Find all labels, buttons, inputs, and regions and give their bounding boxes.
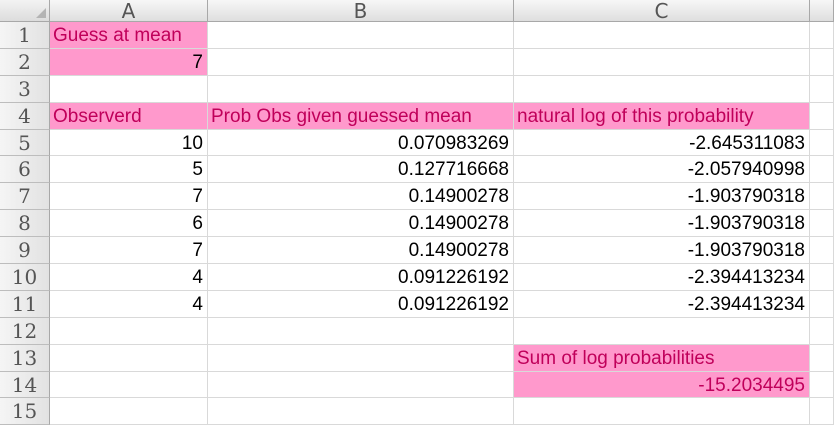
cell-a14[interactable] [50, 371, 208, 399]
cell-a4[interactable]: Observerd [50, 102, 208, 130]
cell-d15[interactable] [810, 398, 834, 426]
cell-d8[interactable] [810, 210, 834, 238]
cell-d9[interactable] [810, 237, 834, 265]
cell-a5[interactable]: 10 [50, 129, 208, 157]
cell-b3[interactable] [208, 75, 514, 103]
column-header-b[interactable]: B [208, 0, 514, 22]
cell-a12[interactable] [50, 317, 208, 345]
cell-a6[interactable]: 5 [50, 156, 208, 184]
cell-c1[interactable] [514, 22, 810, 49]
cell-c2[interactable] [514, 48, 810, 76]
cell-a13[interactable] [50, 344, 208, 372]
cell-d12[interactable] [810, 317, 834, 345]
cell-b11[interactable]: 0.091226192 [208, 290, 514, 318]
cell-d1[interactable] [810, 22, 834, 49]
column-header-c[interactable]: C [514, 0, 810, 22]
cell-b14[interactable] [208, 371, 514, 399]
row-header-5[interactable]: 5 [0, 129, 50, 157]
cell-b2[interactable] [208, 48, 514, 76]
cell-c7[interactable]: -1.903790318 [514, 183, 810, 211]
cell-a9[interactable]: 7 [50, 237, 208, 265]
cell-d5[interactable] [810, 129, 834, 157]
cell-d2[interactable] [810, 48, 834, 76]
cell-a15[interactable] [50, 398, 208, 426]
row-header-10[interactable]: 10 [0, 264, 50, 291]
column-header-d[interactable] [810, 0, 834, 22]
cell-b6[interactable]: 0.127716668 [208, 156, 514, 184]
cell-c13[interactable]: Sum of log probabilities [514, 344, 810, 372]
row-header-9[interactable]: 9 [0, 237, 50, 265]
row-header-15[interactable]: 15 [0, 398, 50, 426]
cell-c15[interactable] [514, 398, 810, 426]
cell-a2[interactable]: 7 [50, 48, 208, 76]
row-header-3[interactable]: 3 [0, 75, 50, 103]
column-header-a[interactable]: A [50, 0, 208, 22]
cell-b12[interactable] [208, 317, 514, 345]
row-header-1[interactable]: 1 [0, 22, 50, 49]
cell-c10[interactable]: -2.394413234 [514, 264, 810, 291]
cell-b10[interactable]: 0.091226192 [208, 264, 514, 291]
cell-d14[interactable] [810, 371, 834, 399]
row-header-11[interactable]: 11 [0, 290, 50, 318]
cell-d11[interactable] [810, 290, 834, 318]
cell-c11[interactable]: -2.394413234 [514, 290, 810, 318]
cell-c12[interactable] [514, 317, 810, 345]
row-header-4[interactable]: 4 [0, 102, 50, 130]
cell-a8[interactable]: 6 [50, 210, 208, 238]
cell-d10[interactable] [810, 264, 834, 291]
row-header-7[interactable]: 7 [0, 183, 50, 211]
row-header-2[interactable]: 2 [0, 48, 50, 76]
cell-d4[interactable] [810, 102, 834, 130]
cell-c8[interactable]: -1.903790318 [514, 210, 810, 238]
cell-c5[interactable]: -2.645311083 [514, 129, 810, 157]
row-header-6[interactable]: 6 [0, 156, 50, 184]
cell-b1[interactable] [208, 22, 514, 49]
cell-b4[interactable]: Prob Obs given guessed mean [208, 102, 514, 130]
row-header-12[interactable]: 12 [0, 317, 50, 345]
row-header-14[interactable]: 14 [0, 371, 50, 399]
cell-c6[interactable]: -2.057940998 [514, 156, 810, 184]
cell-c9[interactable]: -1.903790318 [514, 237, 810, 265]
cell-b5[interactable]: 0.070983269 [208, 129, 514, 157]
cell-b7[interactable]: 0.14900278 [208, 183, 514, 211]
cell-a1[interactable]: Guess at mean [50, 22, 208, 49]
cell-d7[interactable] [810, 183, 834, 211]
row-header-13[interactable]: 13 [0, 344, 50, 372]
select-all-corner[interactable] [0, 0, 50, 22]
cell-d6[interactable] [810, 156, 834, 184]
row-header-8[interactable]: 8 [0, 210, 50, 238]
cell-a7[interactable]: 7 [50, 183, 208, 211]
cell-a10[interactable]: 4 [50, 264, 208, 291]
cell-b15[interactable] [208, 398, 514, 426]
cell-a3[interactable] [50, 75, 208, 103]
cell-d13[interactable] [810, 344, 834, 372]
cell-d3[interactable] [810, 75, 834, 103]
cell-c14[interactable]: -15.2034495 [514, 371, 810, 399]
cell-b9[interactable]: 0.14900278 [208, 237, 514, 265]
cell-b13[interactable] [208, 344, 514, 372]
cell-c4[interactable]: natural log of this probability [514, 102, 810, 130]
cell-b8[interactable]: 0.14900278 [208, 210, 514, 238]
cell-a11[interactable]: 4 [50, 290, 208, 318]
cell-c3[interactable] [514, 75, 810, 103]
